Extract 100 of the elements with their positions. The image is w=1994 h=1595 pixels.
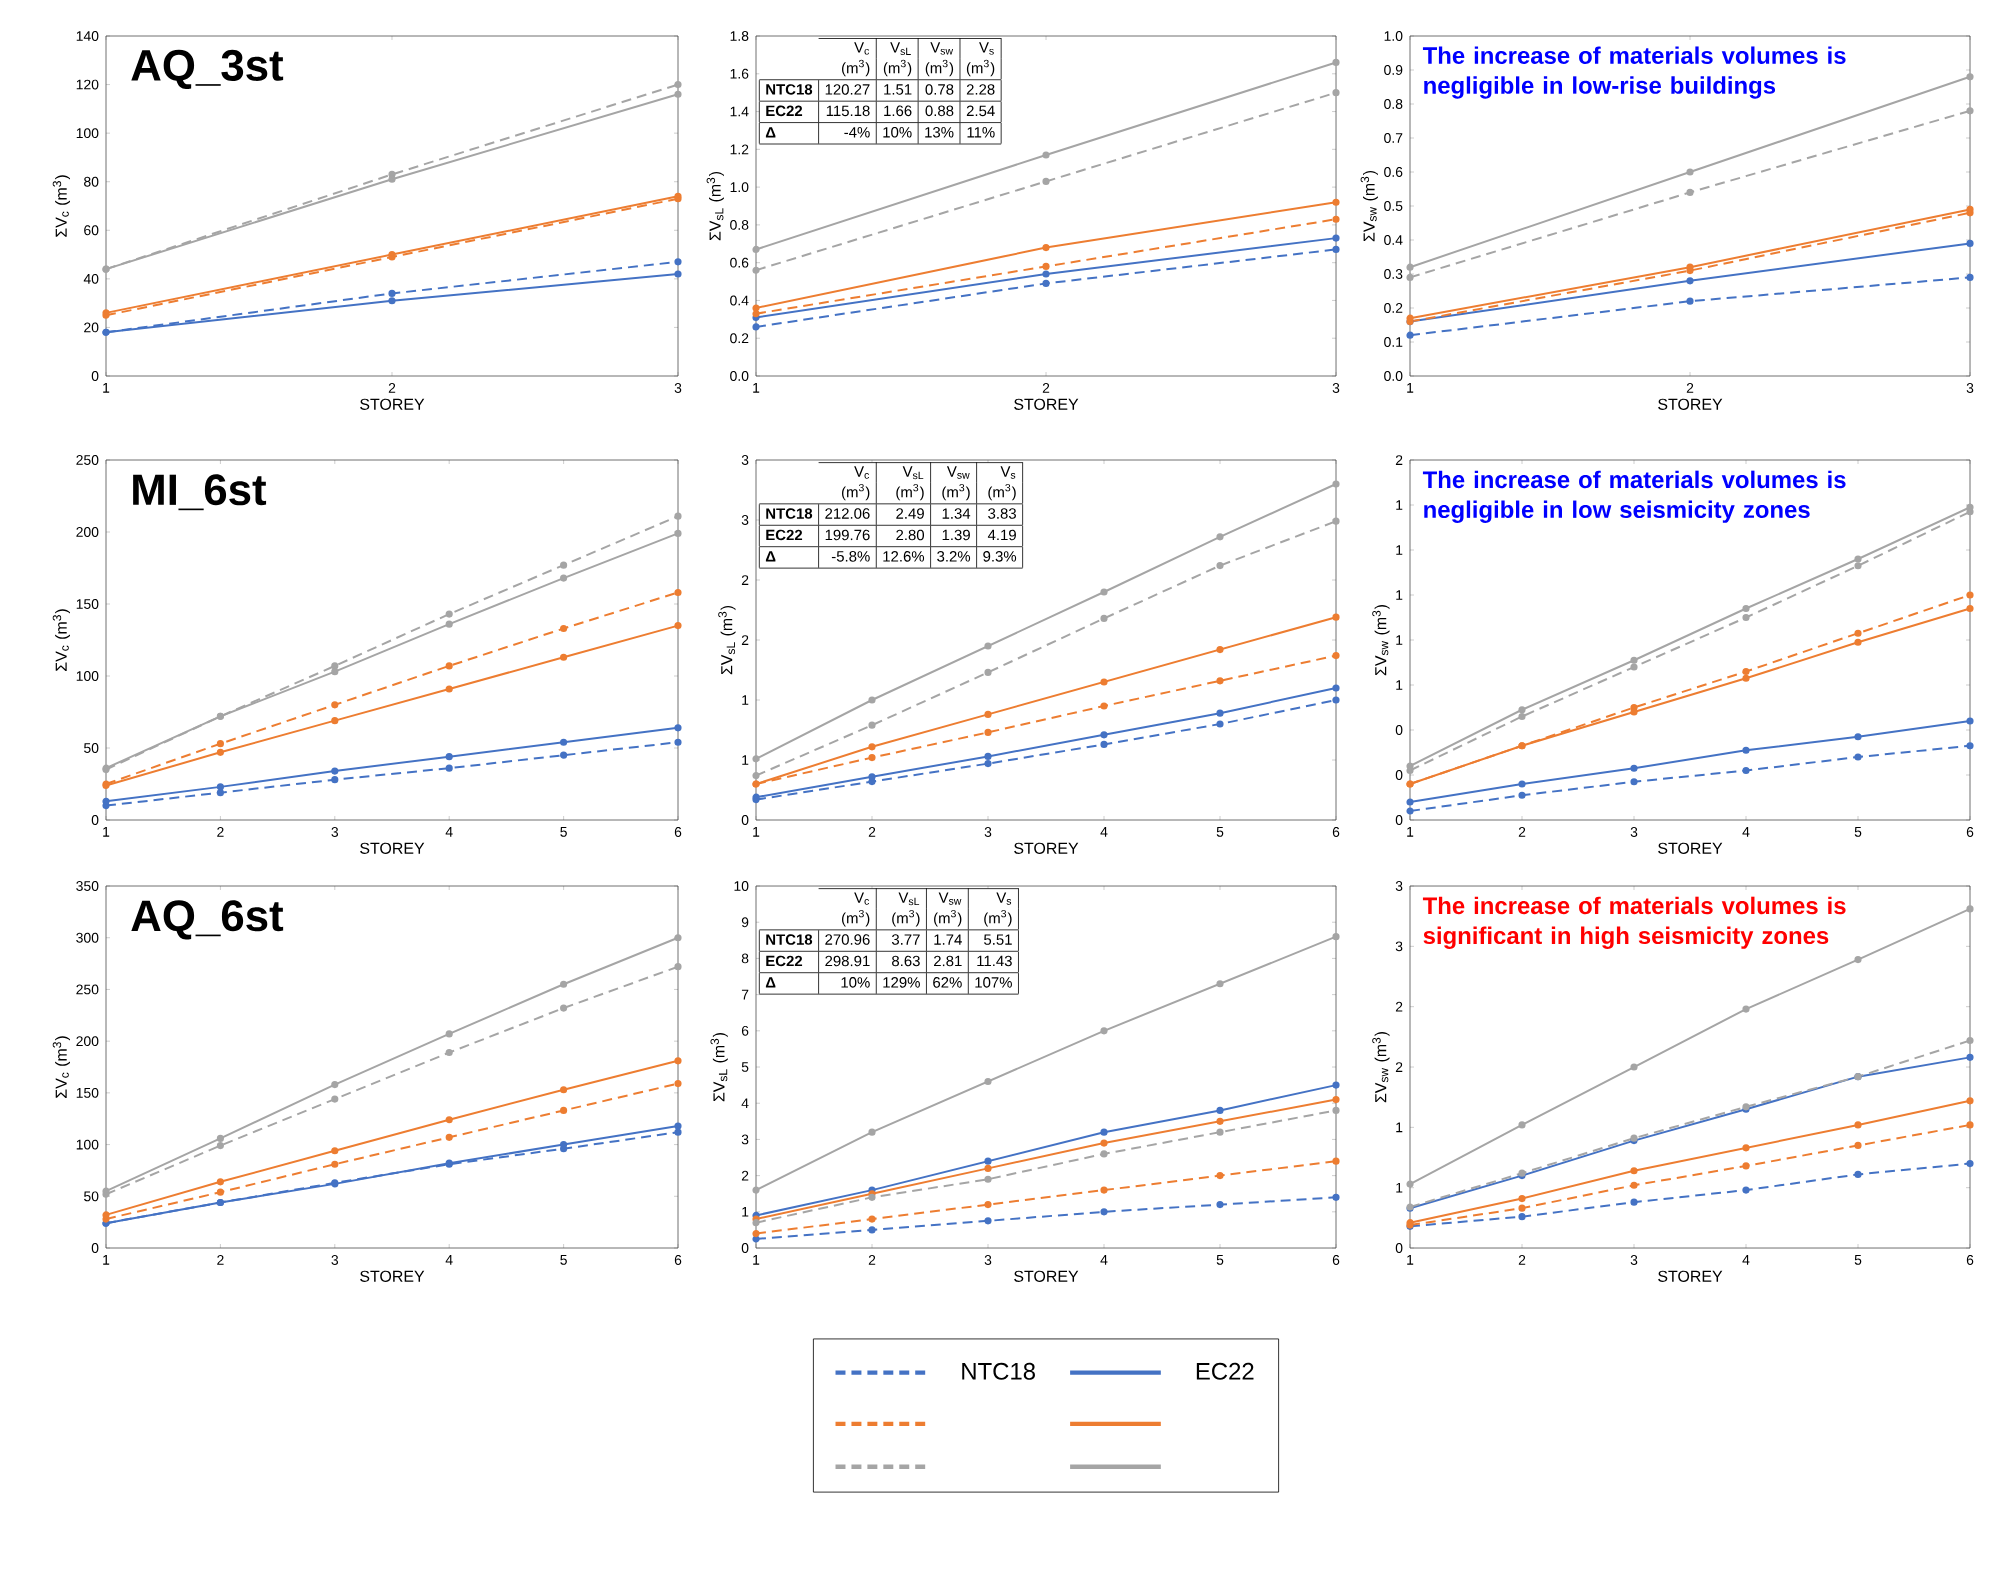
y-tick-label: 250 bbox=[76, 984, 99, 995]
x-tick-label: 4 bbox=[1100, 1255, 1108, 1265]
y-tick-label: 8 bbox=[741, 953, 749, 964]
y-tick-label: 3 bbox=[741, 455, 749, 465]
y-tick-label: 1 bbox=[742, 1207, 749, 1217]
annotation: V$_{c}$ bbox=[854, 466, 870, 479]
annotation: V$_{sL}$ bbox=[898, 892, 920, 906]
annotation: (m$^{3}$) bbox=[842, 59, 870, 77]
x-tick-label: 6 bbox=[1332, 827, 1340, 837]
annotation: 1.74 bbox=[934, 934, 962, 945]
x-tick-label: 5 bbox=[1216, 1255, 1224, 1265]
x-tick-label: 6 bbox=[1966, 1255, 1974, 1265]
x-axis-title: STOREY bbox=[360, 398, 425, 410]
y-axis-title: ΣV$_{c}$ (m$^{3}$) bbox=[52, 1036, 70, 1098]
y-tick-label: 0.9 bbox=[1384, 65, 1403, 75]
y-tick-label: 1 bbox=[1396, 1182, 1403, 1193]
x-tick-label: 5 bbox=[560, 1255, 567, 1265]
y-tick-label: 350 bbox=[76, 881, 99, 891]
x-tick-label: 3 bbox=[1630, 1255, 1638, 1265]
y-tick-label: 0 bbox=[91, 371, 99, 381]
y-tick-label: 80 bbox=[84, 176, 99, 187]
y-tick-label: 0 bbox=[741, 815, 749, 825]
y-tick-label: 50 bbox=[84, 743, 99, 753]
annotation: NTC18 bbox=[766, 934, 813, 945]
annotation: EC22 bbox=[766, 955, 803, 967]
annotation: -5.8% bbox=[831, 551, 870, 562]
chart-title: AQ_3st bbox=[131, 49, 284, 90]
y-tick-label: 100 bbox=[76, 671, 99, 681]
annotation: (m$^{3}$) bbox=[966, 59, 995, 77]
y-tick-label: 250 bbox=[76, 455, 99, 465]
annotation: 12.6% bbox=[883, 551, 925, 562]
x-tick-label: 2 bbox=[217, 1255, 224, 1265]
annotation: 2.80 bbox=[896, 529, 925, 541]
annotation: 298.91 bbox=[825, 955, 870, 967]
chart-title: MI_6st bbox=[133, 474, 267, 511]
annotation: NTC18 bbox=[766, 84, 813, 95]
x-tick-label: 1 bbox=[1407, 827, 1414, 837]
x-tick-label: 2 bbox=[1518, 827, 1526, 837]
annotation: V$_{s}$ bbox=[1000, 466, 1016, 479]
y-tick-label: 200 bbox=[76, 527, 99, 537]
y-tick-label: 2 bbox=[741, 1170, 749, 1181]
annotation: 8.63 bbox=[892, 955, 920, 967]
y-axis-title: ΣV$_{sL}$ (m$^{3}$) bbox=[718, 605, 736, 675]
annotation: 2.81 bbox=[933, 955, 962, 967]
x-tick-label: 1 bbox=[753, 1255, 760, 1265]
y-tick-label: 3 bbox=[1395, 881, 1403, 891]
annotation: (m$^{3}$) bbox=[934, 909, 962, 927]
y-axis-title: ΣV$_{sw}$ (m$^{3}$) bbox=[1360, 170, 1378, 242]
x-tick-label: 6 bbox=[1332, 1255, 1340, 1265]
x-axis-title: STOREY bbox=[360, 1270, 425, 1282]
annotation: (m$^{3}$) bbox=[988, 483, 1016, 501]
y-tick-label: 0 bbox=[91, 1243, 99, 1253]
y-axis-title: ΣV$_{sw}$ (m$^{3}$) bbox=[1372, 604, 1390, 676]
x-axis-title: STOREY bbox=[1014, 1270, 1079, 1282]
annotation: 107% bbox=[975, 977, 1012, 988]
x-tick-label: 2 bbox=[1042, 383, 1050, 393]
y-tick-label: 2 bbox=[1395, 455, 1403, 465]
x-tick-label: 5 bbox=[1854, 827, 1862, 837]
annotation: V$_{sL}$ bbox=[890, 42, 911, 56]
annotation: EC22 bbox=[766, 105, 803, 117]
x-tick-label: 5 bbox=[1854, 1255, 1862, 1265]
x-axis-title: STOREY bbox=[360, 842, 425, 854]
y-tick-label: 9 bbox=[741, 917, 749, 928]
annotation: 1.66 bbox=[884, 105, 912, 117]
chart-title: AQ_6st bbox=[131, 900, 284, 940]
y-tick-label: 0.6 bbox=[730, 257, 749, 268]
annotation: 11% bbox=[967, 127, 995, 138]
y-tick-label: 6 bbox=[741, 1025, 749, 1036]
annotation: NTC18 bbox=[766, 508, 813, 519]
x-tick-label: 4 bbox=[1100, 827, 1108, 837]
annotation: Δ bbox=[765, 551, 776, 562]
y-tick-label: 7 bbox=[741, 989, 749, 1000]
x-tick-label: 3 bbox=[984, 1255, 992, 1265]
y-tick-label: 1.2 bbox=[730, 144, 749, 155]
y-tick-label: 0.0 bbox=[1384, 371, 1403, 381]
annotation: 4.19 bbox=[987, 529, 1016, 541]
y-tick-label: 150 bbox=[76, 1087, 99, 1098]
y-tick-label: 3 bbox=[1395, 941, 1403, 952]
y-tick-label: 0.8 bbox=[730, 219, 749, 230]
x-tick-label: 1 bbox=[103, 827, 110, 837]
x-tick-label: 1 bbox=[753, 827, 760, 837]
x-axis-title: STOREY bbox=[1014, 398, 1079, 410]
annotation: V$_{s}$ bbox=[979, 42, 994, 55]
x-tick-label: 4 bbox=[1742, 1255, 1750, 1265]
annotation: 3.83 bbox=[988, 508, 1016, 519]
annotation: -4% bbox=[844, 127, 870, 138]
annotation: (m$^{3}$) bbox=[883, 59, 912, 77]
x-tick-label: 3 bbox=[984, 827, 992, 837]
annotation: (m$^{3}$) bbox=[896, 483, 924, 501]
y-tick-label: 0.7 bbox=[1384, 133, 1403, 143]
y-tick-label: 1.0 bbox=[1384, 31, 1403, 41]
y-tick-label: 0.1 bbox=[1384, 337, 1403, 347]
y-tick-label: 300 bbox=[76, 932, 99, 943]
y-tick-label: 60 bbox=[84, 225, 99, 236]
annotation: 199.76 bbox=[825, 529, 870, 541]
y-tick-label: 0.2 bbox=[1384, 303, 1403, 313]
x-tick-label: 4 bbox=[445, 1255, 453, 1265]
y-tick-label: 0.2 bbox=[730, 333, 749, 344]
y-axis-title: ΣV$_{sw}$ (m$^{3}$) bbox=[1372, 1031, 1390, 1103]
annotation: V$_{s}$ bbox=[996, 892, 1012, 905]
